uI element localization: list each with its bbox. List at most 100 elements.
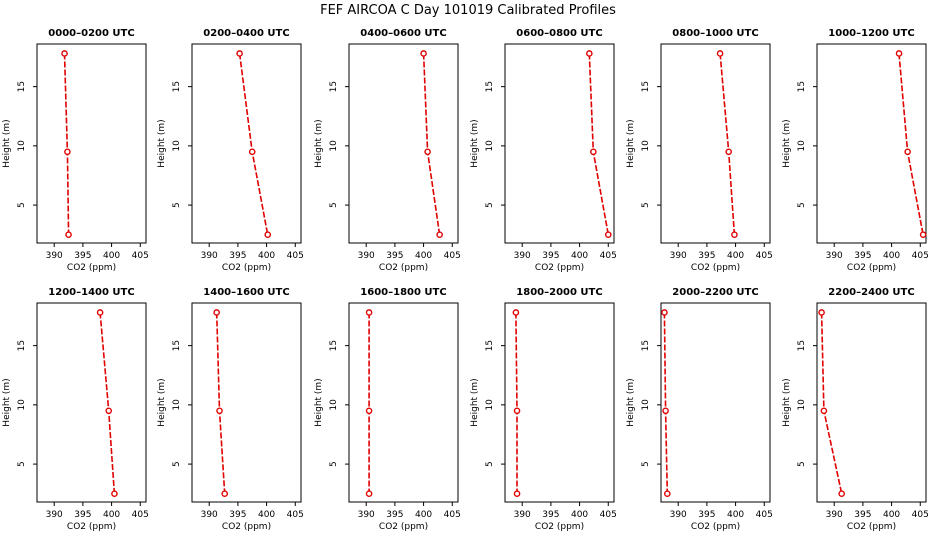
panel-9: 1600–1800 UTC 390 395 400 405 5 10 15 CO2 (ppm) H… — [314, 287, 461, 532]
panel-4: 0600–0800 UTC 390 395 400 405 5 10 15 CO2 (ppm) H… — [470, 28, 617, 273]
profile-point — [513, 407, 521, 415]
x-tick-label: 390 — [201, 510, 218, 520]
plot-frame — [191, 43, 302, 244]
x-tick-label: 405 — [756, 510, 773, 520]
y-tick-label: 10 — [329, 140, 339, 152]
profile-point — [731, 231, 738, 239]
y-tick-label: 15 — [172, 340, 182, 351]
x-tick-label: 395 — [386, 251, 403, 261]
profile-line — [422, 53, 441, 235]
y-tick-label: 5 — [329, 202, 339, 208]
profile-point — [818, 309, 825, 316]
x-tick-label: 390 — [670, 510, 687, 520]
y-axis-label: Height (m) — [157, 378, 167, 426]
panel-title: 1000–1200 UTC — [828, 28, 914, 39]
x-tick-label: 395 — [386, 510, 403, 520]
profile-line — [215, 312, 226, 494]
y-tick-label: 5 — [485, 461, 495, 467]
x-axis-label: CO2 (ppm) — [222, 263, 271, 273]
x-tick-label: 400 — [883, 251, 900, 261]
profile-point — [513, 490, 521, 498]
x-tick-label: 400 — [727, 251, 744, 261]
panel-title: 0400–0600 UTC — [360, 28, 446, 39]
y-axis-label: Height (m) — [626, 378, 636, 426]
y-axis-label: Height (m) — [314, 378, 324, 426]
x-tick-label: 400 — [258, 510, 275, 520]
x-tick-label: 390 — [826, 510, 843, 520]
profile-line — [238, 53, 269, 235]
profile-point — [424, 148, 431, 156]
profile-point — [64, 148, 71, 156]
x-tick-label: 405 — [600, 251, 617, 261]
profile-point — [716, 50, 724, 57]
plot-frame — [504, 43, 615, 244]
y-tick-label: 5 — [17, 202, 27, 208]
profile-point — [61, 50, 68, 57]
profile-point — [604, 231, 612, 239]
x-tick-label: 395 — [542, 251, 559, 261]
x-axis-label: CO2 (ppm) — [535, 522, 584, 532]
y-tick-label: 5 — [485, 202, 495, 208]
panel-2: 0200–0400 UTC 390 395 400 405 5 10 15 CO2 (ppm) H… — [157, 28, 304, 273]
panel-title: 1400–1600 UTC — [203, 287, 289, 298]
y-tick-label: 15 — [17, 340, 27, 351]
x-tick-label: 395 — [698, 251, 715, 261]
y-axis-label: Height (m) — [470, 119, 480, 167]
x-tick-label: 390 — [358, 251, 375, 261]
y-axis-label: Height (m) — [2, 119, 12, 167]
x-tick-label: 400 — [571, 510, 588, 520]
profile-point — [365, 309, 373, 316]
x-tick-label: 405 — [444, 510, 461, 520]
x-axis-label: CO2 (ppm) — [847, 522, 896, 532]
profile-point — [264, 231, 272, 239]
y-tick-label: 10 — [17, 399, 27, 411]
y-axis-label: Height (m) — [782, 119, 792, 167]
panels-group: 0000–0200 UTC 390 395 400 405 5 10 15 CO2 (ppm) H… — [2, 28, 929, 532]
plot-frame — [348, 302, 459, 503]
profile-point — [248, 148, 256, 156]
profile-point — [590, 148, 597, 156]
x-tick-label: 395 — [229, 510, 246, 520]
panel-10: 1800–2000 UTC 390 395 400 405 5 10 15 CO2 (ppm) H… — [470, 287, 617, 532]
x-tick-label: 400 — [415, 510, 432, 520]
profile-point — [236, 50, 243, 57]
x-axis-label: CO2 (ppm) — [379, 522, 428, 532]
y-tick-label: 5 — [641, 202, 651, 208]
x-tick-label: 395 — [854, 510, 871, 520]
profile-point — [664, 490, 671, 498]
y-tick-label: 10 — [797, 140, 807, 152]
profile-point — [436, 231, 443, 239]
plot-frame — [36, 302, 147, 503]
y-axis-label: Height (m) — [157, 119, 167, 167]
plot-frame — [348, 43, 459, 244]
y-tick-label: 10 — [17, 140, 27, 152]
y-tick-label: 15 — [485, 340, 495, 351]
x-tick-label: 395 — [74, 510, 91, 520]
profile-line — [719, 53, 736, 235]
profile-point — [420, 50, 427, 57]
y-tick-label: 5 — [172, 461, 182, 467]
panel-5: 0800–1000 UTC 390 395 400 405 5 10 15 CO2 (ppm) H… — [626, 28, 773, 273]
x-tick-label: 390 — [826, 251, 843, 261]
panel-3: 0400–0600 UTC 390 395 400 405 5 10 15 CO2 (ppm) H… — [314, 28, 461, 273]
profile-line — [820, 312, 843, 494]
panel-title: 1200–1400 UTC — [48, 287, 134, 298]
y-tick-label: 5 — [172, 202, 182, 208]
y-tick-label: 10 — [641, 399, 651, 411]
x-tick-label: 405 — [444, 251, 461, 261]
y-tick-label: 10 — [329, 399, 339, 411]
panel-title: 2200–2400 UTC — [828, 287, 914, 298]
x-tick-label: 390 — [46, 251, 63, 261]
profile-point — [111, 490, 118, 498]
plot-frame — [816, 43, 927, 244]
y-tick-label: 15 — [172, 81, 182, 92]
y-tick-label: 5 — [329, 461, 339, 467]
profile-point — [904, 148, 911, 156]
panel-title: 0000–0200 UTC — [48, 28, 134, 39]
profile-line — [63, 53, 70, 235]
x-tick-label: 400 — [103, 510, 120, 520]
x-axis-label: CO2 (ppm) — [691, 522, 740, 532]
x-axis-label: CO2 (ppm) — [67, 263, 116, 273]
y-tick-label: 15 — [641, 81, 651, 92]
